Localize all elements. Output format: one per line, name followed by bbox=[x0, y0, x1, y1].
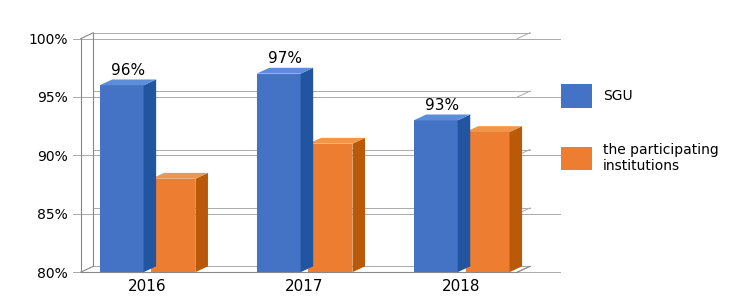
Polygon shape bbox=[300, 68, 313, 272]
Polygon shape bbox=[144, 80, 156, 272]
Text: 93%: 93% bbox=[425, 98, 459, 113]
Polygon shape bbox=[195, 173, 208, 272]
Polygon shape bbox=[100, 85, 144, 272]
Polygon shape bbox=[413, 120, 458, 272]
FancyBboxPatch shape bbox=[561, 84, 591, 108]
Polygon shape bbox=[352, 138, 365, 272]
Polygon shape bbox=[413, 114, 470, 120]
Polygon shape bbox=[308, 144, 352, 272]
Text: SGU: SGU bbox=[604, 89, 633, 103]
Text: 97%: 97% bbox=[268, 51, 302, 66]
Polygon shape bbox=[152, 173, 208, 179]
FancyBboxPatch shape bbox=[561, 147, 591, 170]
Polygon shape bbox=[100, 80, 156, 85]
Polygon shape bbox=[152, 179, 195, 272]
Text: 96%: 96% bbox=[111, 63, 145, 78]
Polygon shape bbox=[257, 68, 313, 74]
Text: the participating
institutions: the participating institutions bbox=[604, 143, 719, 174]
Polygon shape bbox=[466, 132, 510, 272]
Polygon shape bbox=[510, 126, 522, 272]
Polygon shape bbox=[257, 74, 300, 272]
Polygon shape bbox=[308, 138, 365, 144]
Polygon shape bbox=[466, 126, 522, 132]
Polygon shape bbox=[458, 114, 470, 272]
